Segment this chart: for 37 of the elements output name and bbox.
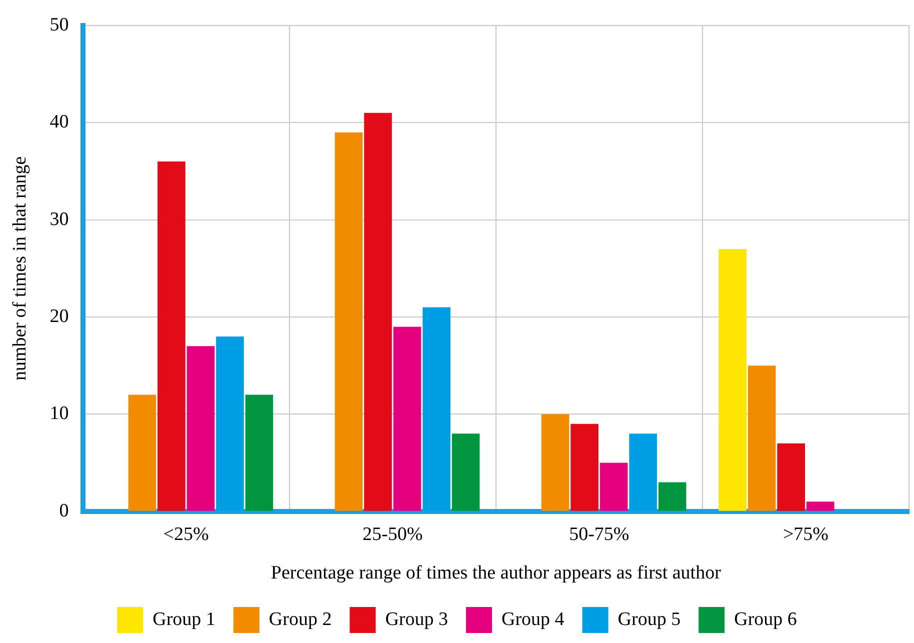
y-tick-label: 40 [50,112,69,133]
legend-label: Group 6 [734,608,797,630]
legend-label: Group 3 [385,608,448,630]
bar [452,434,480,511]
x-tick-label: >75% [782,524,829,545]
bar [186,346,215,511]
legend-label: Group 1 [152,608,216,630]
legend-label: Group 4 [502,608,565,630]
x-tick-label: <25% [163,524,210,545]
y-tick-label: 10 [50,403,69,424]
x-tick-label: 25-50% [362,524,423,545]
bar [334,132,363,511]
bar [629,434,657,511]
bar [570,424,598,511]
bar [777,443,805,511]
bar [600,462,628,511]
bar [658,482,686,511]
y-axis-title: number of times in that range [9,156,30,381]
bar [748,366,776,511]
x-tick-label: 50-75% [569,524,630,545]
bar [806,502,834,511]
x-axis-title: Percentage range of times the author appears as first author [270,562,722,584]
y-tick-label: 30 [50,208,69,230]
bar [541,414,570,511]
bar [718,248,746,511]
y-tick-label: 50 [50,14,69,36]
legend-label: Group 5 [618,608,681,630]
legend-label: Group 2 [268,608,332,630]
bar [393,326,422,511]
bar [128,394,156,511]
y-tick-label: 20 [50,306,69,327]
bar [422,307,450,511]
bar [364,112,392,511]
bar [158,161,186,511]
bar [216,336,244,511]
bar [245,394,274,511]
y-tick-label: 0 [59,500,69,522]
